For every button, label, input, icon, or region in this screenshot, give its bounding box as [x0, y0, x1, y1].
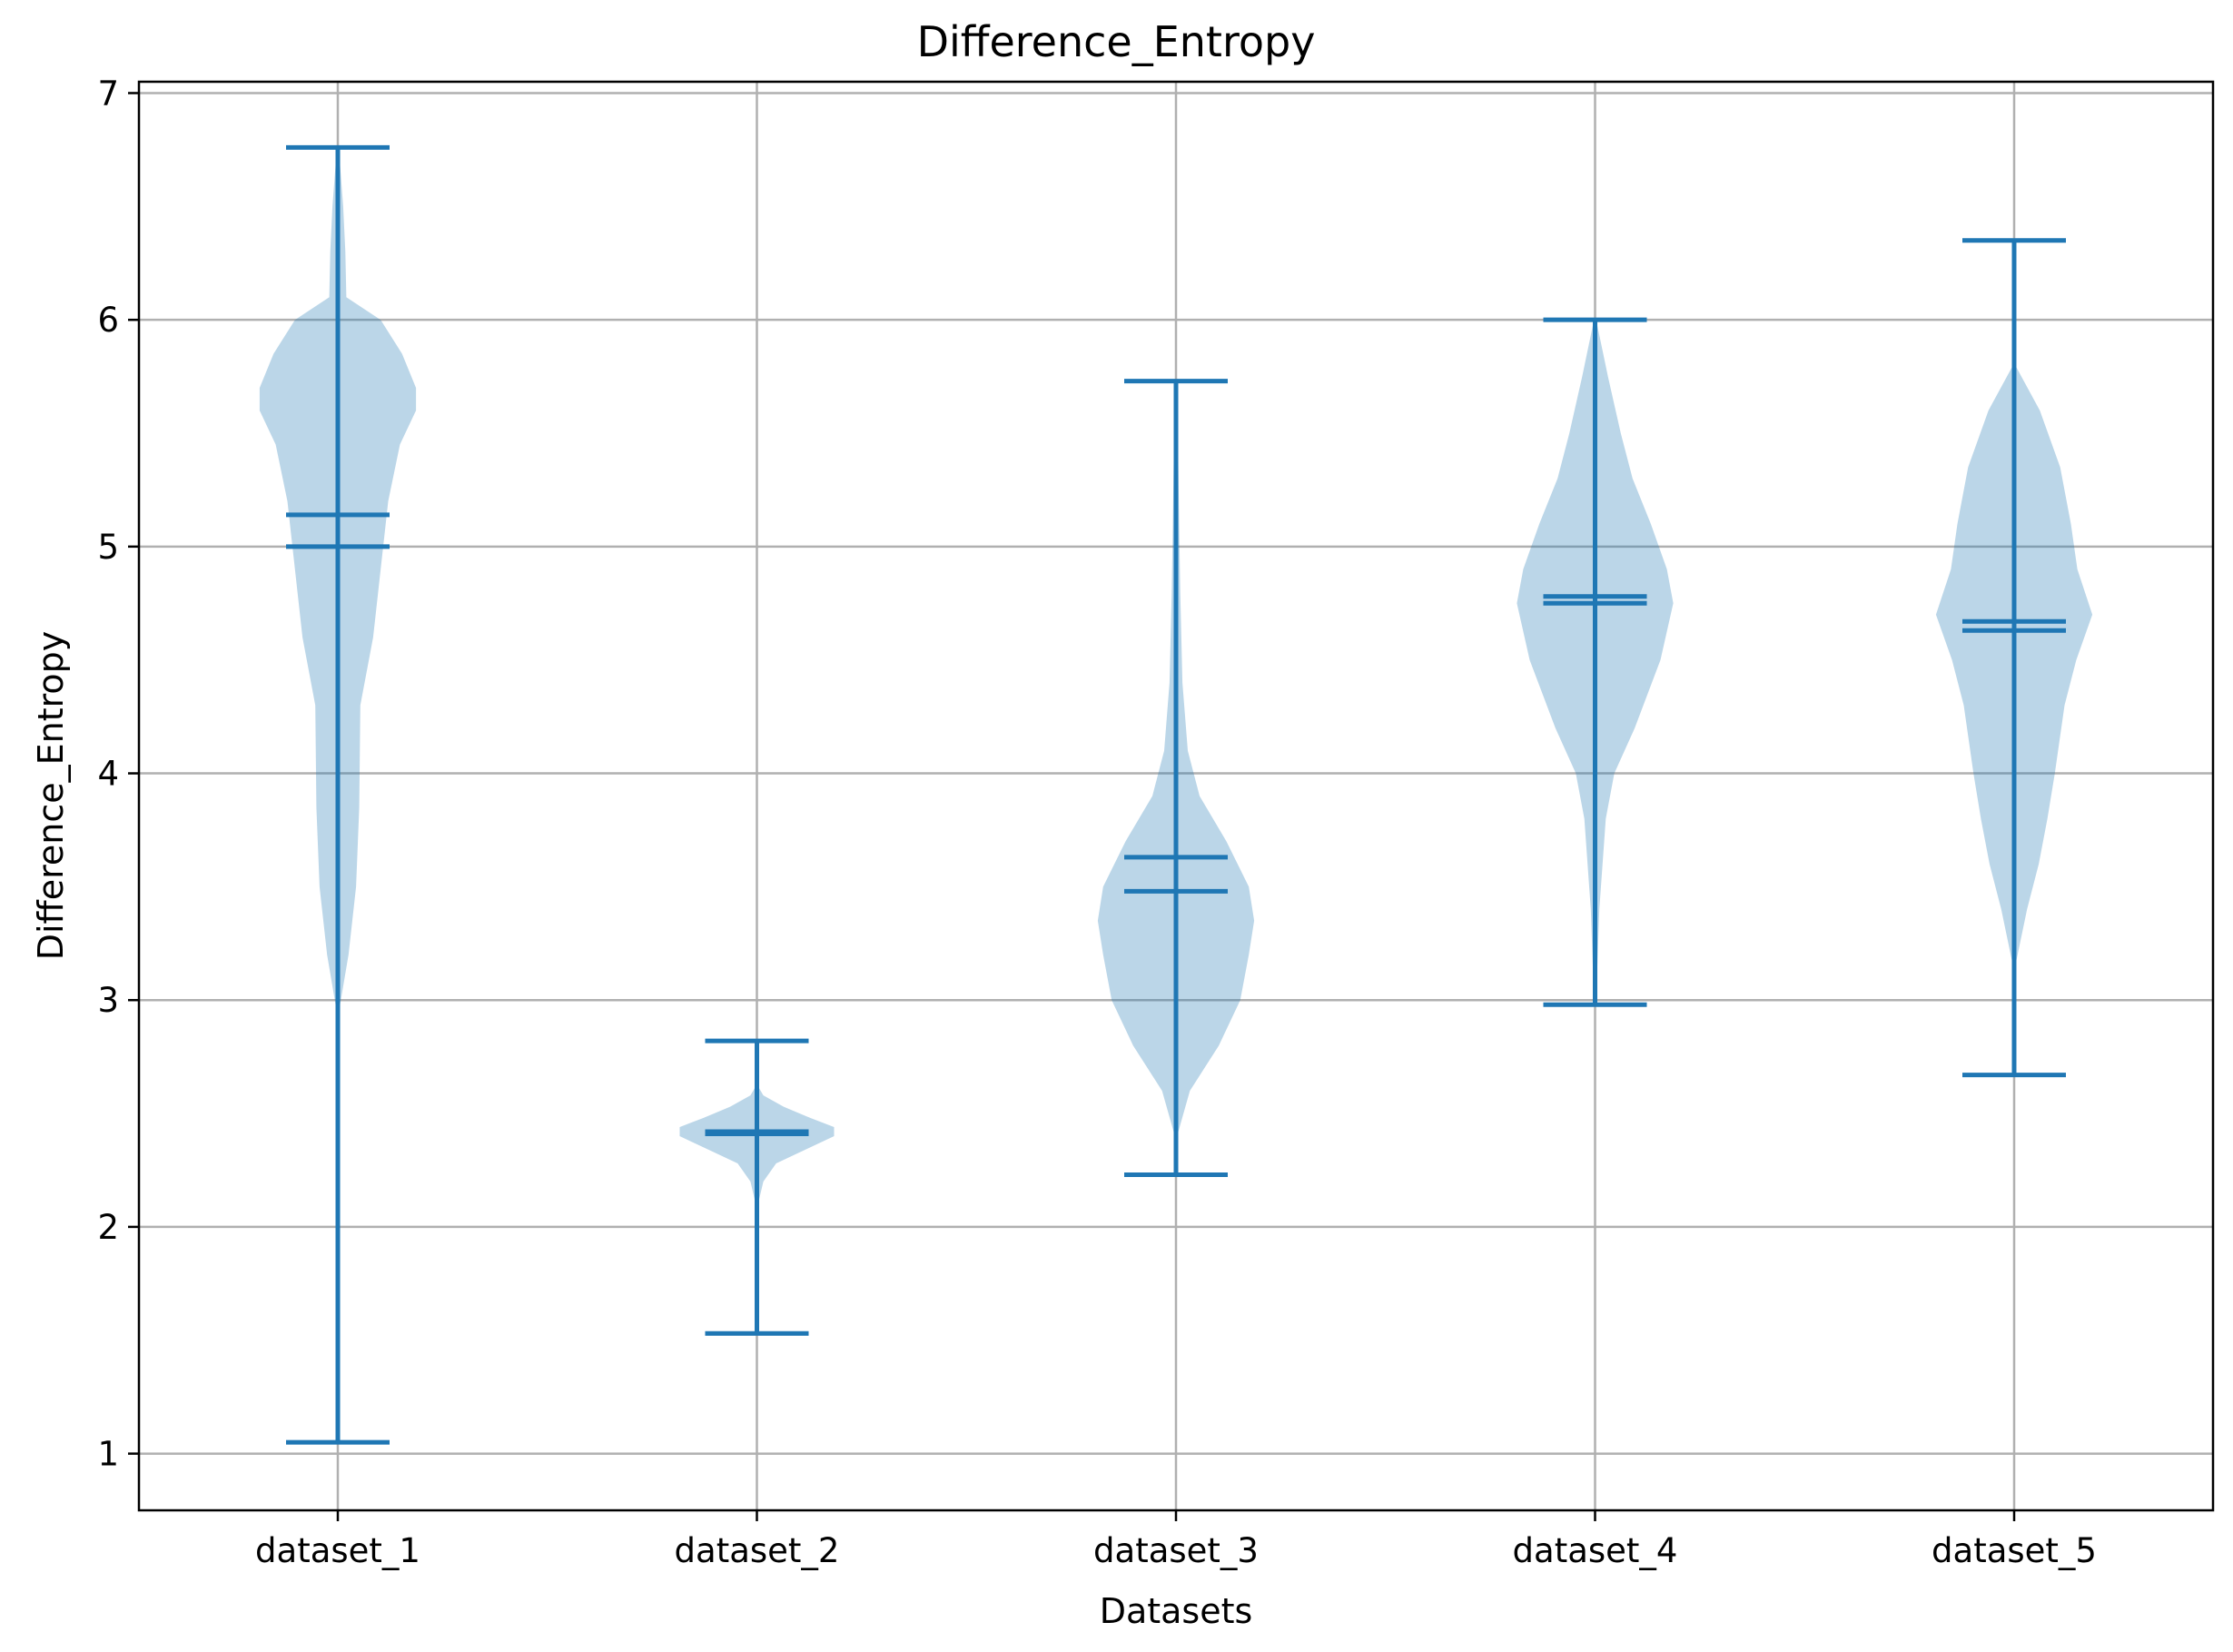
y-tick-label: 7 — [97, 74, 119, 113]
violin-dataset_3 — [1097, 379, 1255, 1177]
x-tick-label: dataset_4 — [1513, 1531, 1678, 1570]
chart-title: Difference_Entropy — [917, 17, 1316, 66]
x-axis-label: Datasets — [1100, 1591, 1253, 1631]
violin-dataset_5 — [1935, 238, 2093, 1078]
y-tick-label: 1 — [97, 1435, 119, 1474]
x-tick-label: dataset_1 — [255, 1531, 420, 1570]
y-axis-label: Difference_Entropy — [31, 631, 71, 961]
y-tick-label: 6 — [97, 301, 119, 340]
y-tick-label: 3 — [97, 981, 119, 1020]
y-tick-label: 4 — [97, 755, 119, 794]
x-tick-label: dataset_3 — [1093, 1531, 1259, 1570]
violin-dataset_4 — [1517, 317, 1674, 1007]
y-tick-label: 2 — [97, 1208, 119, 1247]
x-tick-label: dataset_5 — [1932, 1531, 2097, 1570]
violins — [259, 144, 2093, 1445]
ticks: 1 2 3 4 5 6 7 dataset_1 dataset_2 dataset_3 datase… — [97, 74, 2097, 1570]
violin-dataset_2 — [679, 1038, 835, 1336]
violin-dataset_1 — [259, 144, 417, 1445]
y-tick-label: 5 — [97, 528, 119, 567]
x-tick-label: dataset_2 — [675, 1531, 840, 1570]
